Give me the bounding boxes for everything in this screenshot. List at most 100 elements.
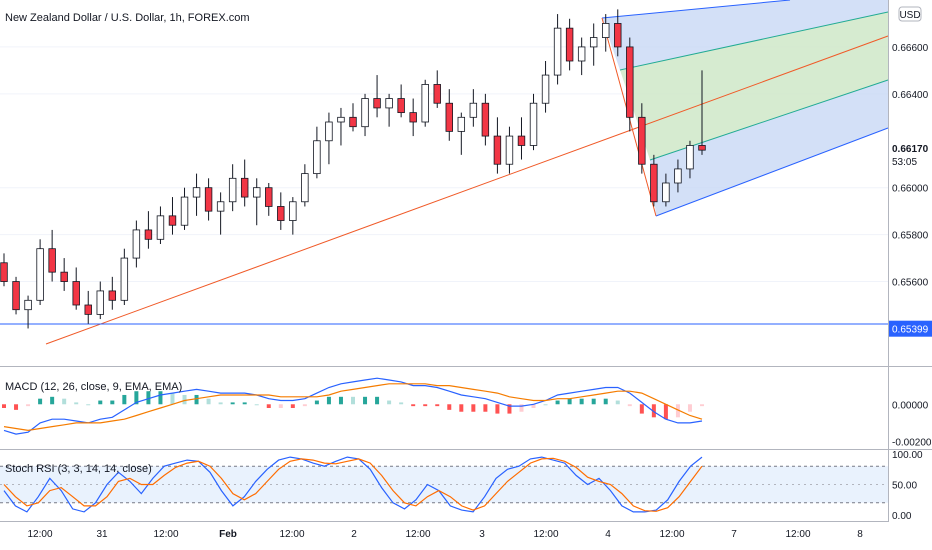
candle-body	[60, 271, 68, 282]
currency-label: USD	[899, 10, 920, 21]
candle-body	[289, 201, 297, 221]
stoch-axis-label: 50.00	[892, 481, 917, 492]
candle-body	[180, 196, 189, 226]
stoch-rsi-pane	[0, 456, 888, 513]
macd-histogram-bar	[278, 404, 283, 408]
macd-histogram-bar	[158, 391, 163, 405]
pitchfork-lower-line	[655, 127, 889, 217]
price-axis-label: 0.66600	[892, 43, 929, 54]
candlestick-series	[0, 9, 706, 329]
macd-histogram-bar	[627, 404, 632, 407]
macd-axis-label: 0.00000	[892, 400, 929, 411]
macd-histogram-bar	[663, 404, 668, 420]
hline-price-tag	[889, 320, 932, 337]
pitchfork-drawing[interactable]	[45, 0, 889, 345]
candle-body	[24, 299, 32, 311]
macd-histogram-bar	[242, 402, 247, 405]
macd-histogram-bar	[567, 398, 572, 405]
chart-title: New Zealand Dollar / U.S. Dollar, 1h, FO…	[5, 12, 250, 24]
macd-histogram-bar	[375, 396, 380, 405]
macd-signal-line	[3, 383, 703, 432]
candle-body	[301, 173, 309, 203]
currency-button[interactable]: USD	[898, 6, 922, 22]
time-axis-label: 12:00	[405, 529, 430, 540]
macd-histogram-bar	[338, 396, 343, 405]
candle-body	[204, 187, 213, 212]
candle-body	[493, 135, 502, 165]
time-axis-label: 12:00	[279, 529, 304, 540]
candle-body	[0, 262, 8, 282]
macd-histogram-bar	[423, 404, 428, 407]
bar-countdown-label: 53:05	[892, 157, 917, 168]
pitchfork-median-line	[45, 35, 889, 345]
macd-histogram-bar	[134, 391, 139, 405]
price-axis-label: 0.66400	[892, 90, 929, 101]
time-axis-label: 8	[857, 529, 863, 540]
macd-histogram-bar	[98, 400, 103, 405]
macd-histogram-bar	[110, 400, 115, 405]
macd-histogram-bar	[254, 404, 259, 406]
candle-body	[277, 206, 285, 221]
macd-histogram-bar	[651, 404, 656, 418]
macd-histogram-bar	[146, 391, 151, 405]
macd-histogram-bar	[411, 404, 416, 407]
macd-histogram-bar	[86, 404, 91, 406]
candle-body	[698, 145, 706, 151]
candle-body	[445, 102, 453, 132]
candle-body	[144, 229, 153, 240]
candle-body	[421, 84, 429, 123]
candle-body	[192, 187, 201, 198]
macd-axis-label: -0.00200	[892, 438, 932, 449]
macd-histogram-bar	[326, 396, 331, 405]
macd-histogram-bar	[471, 404, 476, 412]
candle-body	[553, 27, 562, 76]
candle-body	[529, 102, 538, 146]
macd-histogram-bar	[459, 404, 464, 412]
candle-body	[325, 121, 333, 142]
price-axis-label: 0.65600	[892, 278, 929, 289]
macd-histogram-bar	[230, 402, 235, 405]
macd-histogram-bar	[170, 393, 175, 405]
candle-body	[216, 201, 225, 212]
candle-body	[397, 98, 405, 114]
candle-body	[12, 281, 20, 311]
pitchfork-lower-zone	[650, 80, 888, 216]
time-axis-label: 4	[605, 529, 611, 540]
macd-line	[3, 377, 703, 435]
candle-body	[120, 257, 129, 301]
candle-body	[481, 102, 490, 137]
pitchfork-upper-zone	[602, 0, 888, 70]
candle-body	[577, 46, 586, 62]
candle-body	[662, 182, 670, 203]
macd-histogram-bar	[122, 394, 127, 405]
macd-histogram-bar	[615, 400, 620, 405]
time-axis-label: 2	[351, 529, 357, 540]
candle-body	[469, 102, 478, 118]
time-axis-label: 31	[96, 529, 108, 540]
time-axis[interactable]: 12:00 31 12:00 Feb 12:00 2 12:00 3 12:00 4 12:00 7 1…	[27, 529, 863, 540]
candle-body	[228, 177, 237, 203]
candle-body	[36, 248, 44, 301]
time-axis-label: 12:00	[785, 529, 810, 540]
macd-histogram-bar	[543, 404, 548, 406]
time-axis-label: 12:00	[659, 529, 684, 540]
macd-histogram-bar	[387, 400, 392, 405]
candle-body	[48, 248, 56, 273]
macd-title: MACD (12, 26, close, 9, EMA, EMA)	[5, 381, 182, 393]
candle-body	[505, 135, 514, 165]
macd-histogram-bar	[639, 404, 644, 414]
candle-body	[686, 145, 694, 170]
macd-histogram-bar	[447, 404, 452, 410]
macd-pane	[2, 377, 704, 435]
stoch-rsi-title: Stoch RSI (3, 3, 14, 14, close)	[5, 463, 152, 475]
macd-histogram-bar	[507, 404, 512, 414]
price-axis[interactable]: 0.66600 0.66400 0.66000 0.65800 0.65600 0.661…	[889, 43, 932, 522]
candle-body	[638, 116, 646, 165]
time-axis-label: 12:00	[153, 529, 178, 540]
time-axis-label: 3	[479, 529, 485, 540]
candle-body	[517, 135, 526, 146]
price-axis-label: 0.65800	[892, 231, 929, 242]
candle-body	[457, 116, 466, 132]
macd-histogram-bar	[700, 404, 704, 407]
